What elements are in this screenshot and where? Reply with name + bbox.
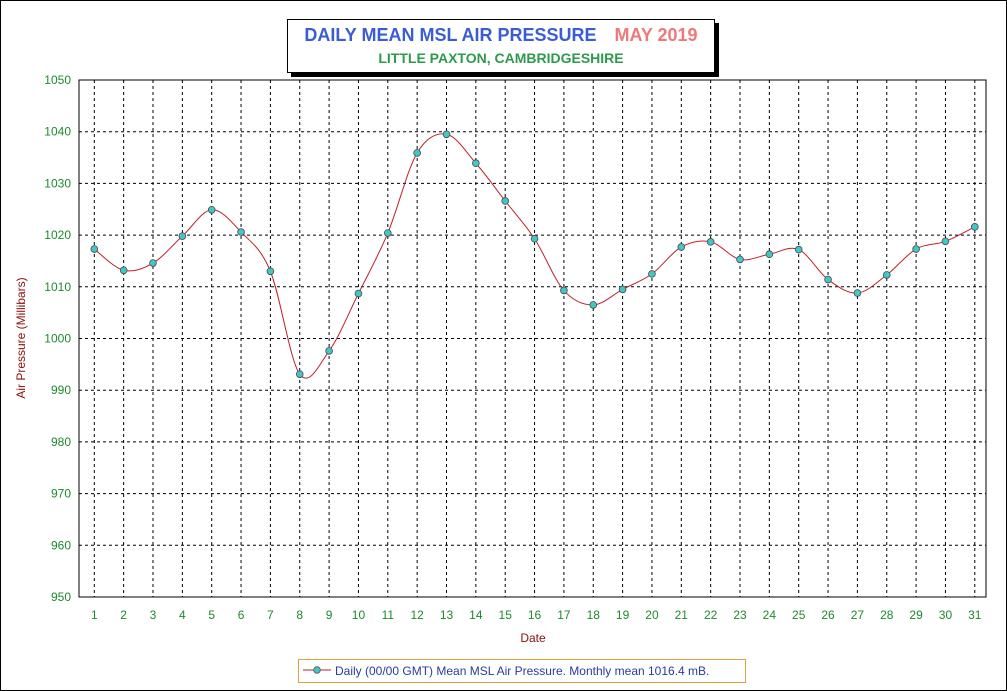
x-tick-label: 5 bbox=[208, 608, 215, 622]
data-point bbox=[119, 266, 128, 275]
x-axis-label: Date bbox=[520, 631, 546, 645]
x-tick-label: 6 bbox=[238, 608, 245, 622]
x-tick-label: 3 bbox=[150, 608, 157, 622]
x-tick-label: 10 bbox=[352, 608, 366, 622]
chart-title: DAILY MEAN MSL AIR PRESSURE bbox=[304, 25, 597, 45]
title-line: DAILY MEAN MSL AIR PRESSURE MAY 2019 bbox=[288, 25, 714, 46]
x-tick-label: 19 bbox=[616, 608, 630, 622]
x-tick-label: 15 bbox=[499, 608, 513, 622]
data-point bbox=[530, 234, 539, 243]
data-point bbox=[90, 245, 99, 253]
x-tick-label: 13 bbox=[440, 608, 454, 622]
y-tick-label: 980 bbox=[51, 435, 71, 449]
data-point bbox=[413, 149, 421, 157]
x-tick-label: 2 bbox=[120, 608, 127, 622]
x-tick-label: 25 bbox=[792, 608, 806, 622]
data-point bbox=[149, 259, 157, 267]
x-tick-label: 9 bbox=[326, 608, 333, 622]
data-point bbox=[677, 243, 686, 251]
data-point bbox=[383, 229, 392, 237]
data-point bbox=[882, 271, 891, 279]
x-tick-label: 14 bbox=[469, 608, 483, 622]
data-point bbox=[618, 285, 627, 294]
data-point bbox=[354, 289, 363, 298]
x-tick-label: 20 bbox=[645, 608, 659, 622]
data-point bbox=[560, 286, 568, 295]
data-point bbox=[794, 245, 803, 254]
x-tick-label: 8 bbox=[296, 608, 303, 622]
plot-area-border bbox=[78, 79, 987, 598]
data-point bbox=[765, 250, 774, 259]
data-point bbox=[589, 301, 598, 309]
x-tick-label: 28 bbox=[880, 608, 894, 622]
x-tick-label: 29 bbox=[909, 608, 923, 622]
data-point bbox=[472, 159, 480, 168]
legend-entry-label: Daily (00/00 GMT) Mean MSL Air Pressure.… bbox=[335, 664, 710, 678]
legend-series-sample bbox=[303, 666, 331, 674]
x-tick-label: 23 bbox=[733, 608, 747, 622]
y-tick-label: 1050 bbox=[44, 73, 71, 87]
y-tick-label: 1010 bbox=[44, 280, 71, 294]
x-tick-label: 4 bbox=[179, 608, 186, 622]
x-tick-label: 12 bbox=[410, 608, 424, 622]
y-tick-label: 960 bbox=[51, 538, 71, 552]
x-tick-label: 11 bbox=[382, 608, 395, 622]
data-point bbox=[501, 197, 510, 205]
x-tick-label: 31 bbox=[968, 608, 982, 622]
y-tick-label: 1040 bbox=[44, 125, 71, 139]
data-point bbox=[325, 347, 333, 355]
y-tick-label: 970 bbox=[51, 487, 71, 501]
data-point bbox=[912, 245, 920, 253]
data-point bbox=[706, 238, 715, 246]
x-tick-label: 22 bbox=[704, 608, 718, 622]
chart-title-month: MAY 2019 bbox=[614, 25, 698, 45]
data-point bbox=[237, 228, 245, 236]
chart-title-box: DAILY MEAN MSL AIR PRESSURE MAY 2019 LITT… bbox=[287, 19, 715, 73]
data-point bbox=[941, 237, 950, 246]
x-tick-label: 26 bbox=[821, 608, 835, 622]
x-tick-label: 16 bbox=[528, 608, 542, 622]
x-tick-label: 21 bbox=[675, 608, 689, 622]
data-point bbox=[442, 130, 451, 139]
y-tick-label: 950 bbox=[51, 590, 71, 604]
y-tick-label: 1030 bbox=[44, 176, 71, 190]
data-point bbox=[207, 205, 216, 214]
x-tick-label: 18 bbox=[587, 608, 601, 622]
data-point bbox=[648, 270, 656, 278]
data-point bbox=[266, 267, 275, 276]
data-point bbox=[736, 255, 744, 264]
data-point bbox=[295, 370, 304, 378]
legend: Daily (00/00 GMT) Mean MSL Air Pressure.… bbox=[298, 659, 746, 683]
x-tick-label: 27 bbox=[851, 608, 865, 622]
x-tick-label: 7 bbox=[267, 608, 274, 622]
y-axis-label: Air Pressure (Millibars) bbox=[14, 277, 28, 398]
x-tick-label: 17 bbox=[557, 608, 571, 622]
x-tick-label: 24 bbox=[763, 608, 777, 622]
x-tick-label: 30 bbox=[939, 608, 953, 622]
data-point bbox=[824, 275, 832, 284]
y-tick-label: 1000 bbox=[44, 332, 71, 346]
chart-subtitle-location: LITTLE PAXTON, CAMBRIDGESHIRE bbox=[378, 50, 624, 66]
data-point bbox=[178, 232, 187, 240]
y-tick-label: 990 bbox=[51, 383, 71, 397]
data-point bbox=[970, 223, 979, 231]
y-tick-label: 1020 bbox=[44, 228, 71, 242]
x-tick-label: 1 bbox=[91, 608, 98, 622]
data-point bbox=[853, 289, 862, 297]
